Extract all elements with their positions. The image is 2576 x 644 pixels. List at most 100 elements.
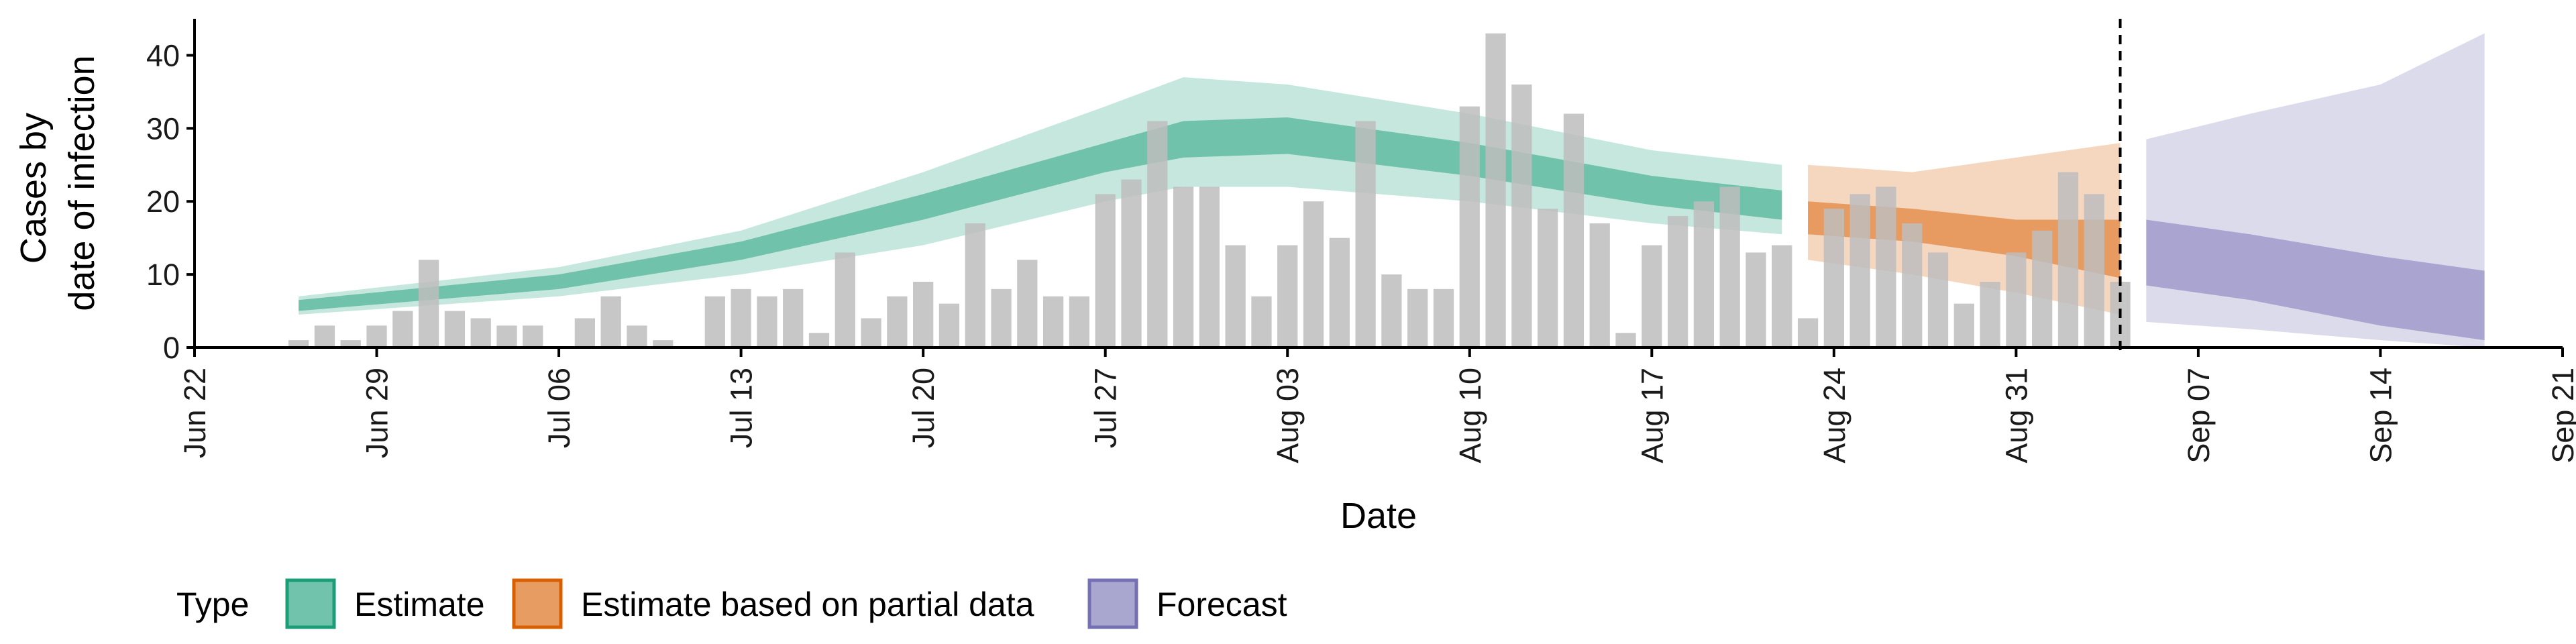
x-tick-label: Sep 07 [2182, 368, 2216, 464]
bar [913, 282, 934, 347]
bar [2084, 194, 2104, 347]
bar [1927, 252, 1949, 347]
bar [600, 296, 621, 347]
bar [1693, 201, 1715, 347]
bar [1173, 186, 1194, 347]
x-tick-label: Jul 06 [542, 368, 576, 448]
bar [887, 296, 908, 347]
y-axis-title: Cases by date of infection [13, 55, 102, 311]
bar [861, 318, 881, 347]
bar [653, 340, 674, 347]
bar [1563, 113, 1585, 348]
bar [1017, 260, 1038, 347]
x-tick-label: Aug 10 [1453, 368, 1487, 464]
bar [757, 296, 777, 347]
bar [366, 325, 387, 347]
x-tick-label: Jul 13 [724, 368, 759, 448]
x-tick-label: Aug 31 [1999, 368, 2033, 464]
bar [1849, 194, 1870, 347]
bar [1069, 296, 1090, 347]
bar [1095, 194, 1116, 347]
bar [523, 325, 543, 347]
bar [496, 325, 517, 347]
bar [1303, 201, 1324, 347]
y-axis-ticks: 0 10 20 30 40 [146, 38, 195, 365]
bar [1797, 318, 1819, 347]
bar [1381, 274, 1402, 347]
bar [1485, 33, 1506, 348]
bar [340, 340, 361, 347]
x-axis-ticks: Jun 22 Jun 29 Jul 06 Jul 13 Jul 20 Jul 27 Aug … [178, 347, 2576, 464]
bar [470, 318, 491, 347]
bar [808, 333, 830, 347]
bar [938, 303, 960, 347]
y-axis-title-line-1: Cases by [13, 113, 54, 264]
bar [1121, 179, 1142, 347]
bar [1823, 209, 1844, 347]
bar [1772, 245, 1792, 347]
x-tick-label: Aug 24 [1817, 368, 1851, 464]
bar [1538, 209, 1558, 347]
bar [1042, 296, 1064, 347]
x-tick-label: Jul 20 [906, 368, 941, 448]
bar [1147, 121, 1168, 347]
bar [1876, 186, 1896, 347]
y-tick-label: 30 [146, 111, 180, 146]
x-tick-label: Sep 14 [2363, 368, 2398, 464]
legend-title: Type [176, 586, 249, 623]
bar [1615, 333, 1636, 347]
bar [965, 223, 985, 347]
legend-swatch-forecast [1087, 578, 1138, 629]
bar [704, 296, 725, 347]
bar [2057, 172, 2079, 347]
bar [2032, 230, 2053, 347]
y-tick-label: 0 [163, 331, 180, 365]
bar [1459, 106, 1480, 347]
bar [1251, 296, 1272, 347]
legend-swatch-estimate-based-on-partial-data [512, 578, 563, 629]
bar [1589, 223, 1610, 347]
legend-swatch-estimate [285, 578, 336, 629]
legend-label-forecast: Forecast [1157, 586, 1287, 623]
x-tick-label: Jul 27 [1089, 368, 1123, 448]
bar [1433, 288, 1454, 347]
bar [1329, 237, 1350, 347]
legend-label-estimate: Estimate [354, 586, 485, 623]
bar [418, 260, 439, 347]
x-tick-label: Aug 17 [1635, 368, 1669, 464]
bar [783, 288, 804, 347]
axes: 0 10 20 30 40 Jun 22 Jun 29 Jul 06 Jul 13 Jul 20… [146, 19, 2576, 464]
bar [1225, 245, 1246, 347]
bar [1199, 186, 1220, 347]
legend: Type Estimate Estimate based on partial d… [176, 578, 1287, 629]
bar [1980, 282, 2000, 347]
y-axis-title-line-2: date of infection [62, 55, 102, 311]
x-tick-label: Jun 22 [178, 368, 212, 458]
bar [1642, 245, 1662, 347]
bar [1667, 216, 1688, 347]
y-tick-label: 20 [146, 184, 180, 219]
bar [835, 252, 855, 347]
bar-layer [288, 33, 2131, 348]
bar [627, 325, 647, 347]
x-tick-label: Jun 29 [360, 368, 394, 458]
bar [392, 311, 413, 347]
bar [1355, 121, 1376, 347]
bar [1953, 303, 1974, 347]
y-tick-label: 10 [146, 258, 180, 292]
legend-label-estimate-based-on-partial-data: Estimate based on partial data [581, 586, 1034, 623]
legend-items: Estimate Estimate based on partial data Fo… [285, 578, 1287, 629]
y-tick-label: 40 [146, 38, 180, 72]
x-axis-title: Date [1340, 496, 1417, 536]
bar [1511, 85, 1532, 347]
bar [1746, 252, 1766, 347]
bar [2006, 252, 2027, 347]
bar [288, 340, 309, 347]
bar [731, 288, 751, 347]
bar [1902, 223, 1923, 347]
x-tick-label: Aug 03 [1271, 368, 1305, 464]
forecast-inner-band [2146, 219, 2485, 341]
bar [314, 325, 335, 347]
estimate-inner-band [299, 117, 1782, 311]
